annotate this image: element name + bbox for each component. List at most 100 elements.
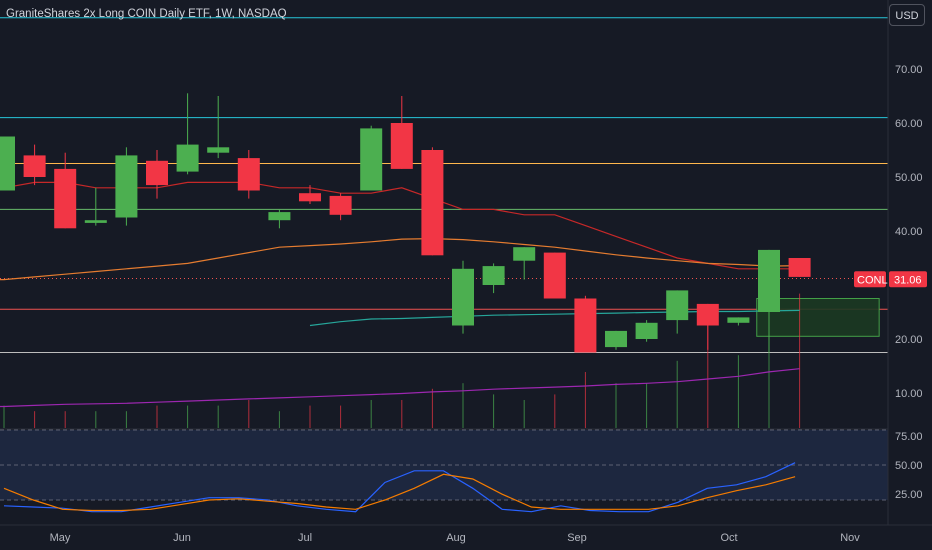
candle-24	[727, 317, 750, 326]
price-tick-label: 60.00	[895, 118, 923, 130]
candle-3	[84, 187, 107, 226]
price-tick-label: 20.00	[895, 334, 923, 346]
volume-bar-5	[156, 405, 158, 428]
volume-bar-2	[64, 411, 66, 428]
sma_mid-line	[0, 237, 800, 281]
moving-averages-group	[0, 181, 800, 408]
price-axis[interactable]: 70.00 60.00 50.00 40.00 20.00 10.00 75.00 50.00…	[895, 64, 923, 501]
volume-bar-11	[340, 405, 342, 428]
candle-body-11	[329, 195, 352, 215]
currency-button[interactable]: USD	[889, 4, 925, 26]
candle-body-22	[666, 290, 689, 321]
oscillator-tick-label: 50.00	[895, 460, 923, 472]
price-tick-label: 40.00	[895, 226, 923, 238]
candle-12	[360, 125, 383, 191]
candle-body-10	[299, 193, 321, 202]
candle-5	[146, 150, 168, 199]
candle-19	[574, 295, 597, 353]
oscillator-tick-label: 75.00	[895, 431, 923, 443]
symbol-badge-bg	[854, 271, 886, 288]
volume-bar-4	[125, 411, 127, 428]
candle-23	[696, 303, 719, 350]
candle-14	[421, 147, 444, 256]
candle-body-12	[360, 128, 383, 191]
volume-bar-1	[34, 411, 36, 428]
time-tick-label: May	[50, 532, 71, 544]
candle-13	[390, 96, 413, 169]
volume-bar-12	[370, 400, 372, 428]
volume-bar-6	[187, 405, 189, 428]
volume-bar-13	[401, 400, 403, 428]
volume-bar-21	[646, 383, 648, 428]
candle-22	[666, 290, 689, 334]
volume-bar-9	[278, 411, 280, 428]
candle-body-3	[84, 220, 107, 223]
candle-body-15	[452, 268, 474, 326]
candle-25	[758, 249, 780, 353]
candle-body-9	[268, 212, 291, 221]
time-tick-label: Jun	[173, 532, 191, 544]
volume-bar-8	[248, 400, 250, 428]
candle-10	[299, 185, 321, 204]
candle-1	[23, 144, 46, 186]
volume-bar-19	[584, 372, 586, 428]
volume-bar-10	[309, 405, 311, 428]
time-axis[interactable]: May Jun Jul Aug Sep Oct Nov	[50, 532, 861, 544]
price-badge-bg	[889, 271, 927, 288]
candle-body-1	[23, 155, 46, 177]
candle-body-5	[146, 160, 168, 186]
last-price-badge: CONL 31.06	[854, 271, 927, 288]
candle-26	[788, 258, 811, 277]
time-tick-label: Nov	[840, 532, 860, 544]
candle-4	[115, 147, 138, 226]
time-tick-label: Sep	[567, 532, 587, 544]
time-tick-label: Oct	[720, 532, 737, 544]
candle-21	[635, 320, 658, 342]
candle-8	[237, 150, 260, 199]
volume-bar-3	[95, 411, 97, 428]
chart-title: GraniteShares 2x Long COIN Daily ETF, 1W…	[6, 8, 287, 20]
candle-20	[605, 330, 627, 350]
candle-body-18	[543, 252, 566, 299]
candle-16	[482, 263, 505, 294]
candle-15	[452, 260, 474, 334]
candle-17	[513, 247, 536, 280]
candles-group	[0, 93, 811, 353]
candle-0	[0, 136, 15, 191]
candle-18	[543, 252, 566, 299]
volume-bar-23	[707, 321, 709, 428]
volume-bars-group	[3, 293, 801, 428]
volume-bar-15	[462, 383, 464, 428]
volume-bar-18	[554, 394, 556, 428]
symbol-badge-label: CONL	[857, 274, 888, 286]
price-tick-label: 10.00	[895, 388, 923, 400]
volume-bar-14	[431, 388, 433, 428]
candle-body-13	[390, 123, 413, 169]
candle-6	[176, 93, 199, 175]
candle-body-0	[0, 136, 15, 191]
oscillator-d-line	[3, 473, 796, 512]
oscillator-tick-label: 25.00	[895, 489, 923, 501]
candle-9	[268, 209, 291, 229]
price-tick-label: 70.00	[895, 64, 923, 76]
volume-bar-24	[737, 355, 739, 428]
time-tick-label: Jul	[298, 532, 312, 544]
candle-body-21	[635, 322, 658, 339]
price-badge-value: 31.06	[894, 274, 922, 286]
candle-body-17	[513, 247, 536, 261]
volume_avg-line	[0, 368, 800, 408]
candle-body-24	[727, 317, 750, 323]
sma_short-line	[0, 181, 800, 270]
oscillator-band-group	[0, 429, 888, 501]
candle-7	[207, 96, 230, 159]
candle-body-2	[54, 168, 77, 229]
volume-bar-20	[615, 383, 617, 428]
volume-bar-17	[523, 400, 525, 428]
candle-body-19	[574, 298, 597, 353]
candle-2	[54, 152, 77, 229]
volume-bar-26	[799, 293, 801, 428]
candle-body-6	[176, 144, 199, 172]
candle-body-16	[482, 266, 505, 285]
price-tick-label: 50.00	[895, 172, 923, 184]
